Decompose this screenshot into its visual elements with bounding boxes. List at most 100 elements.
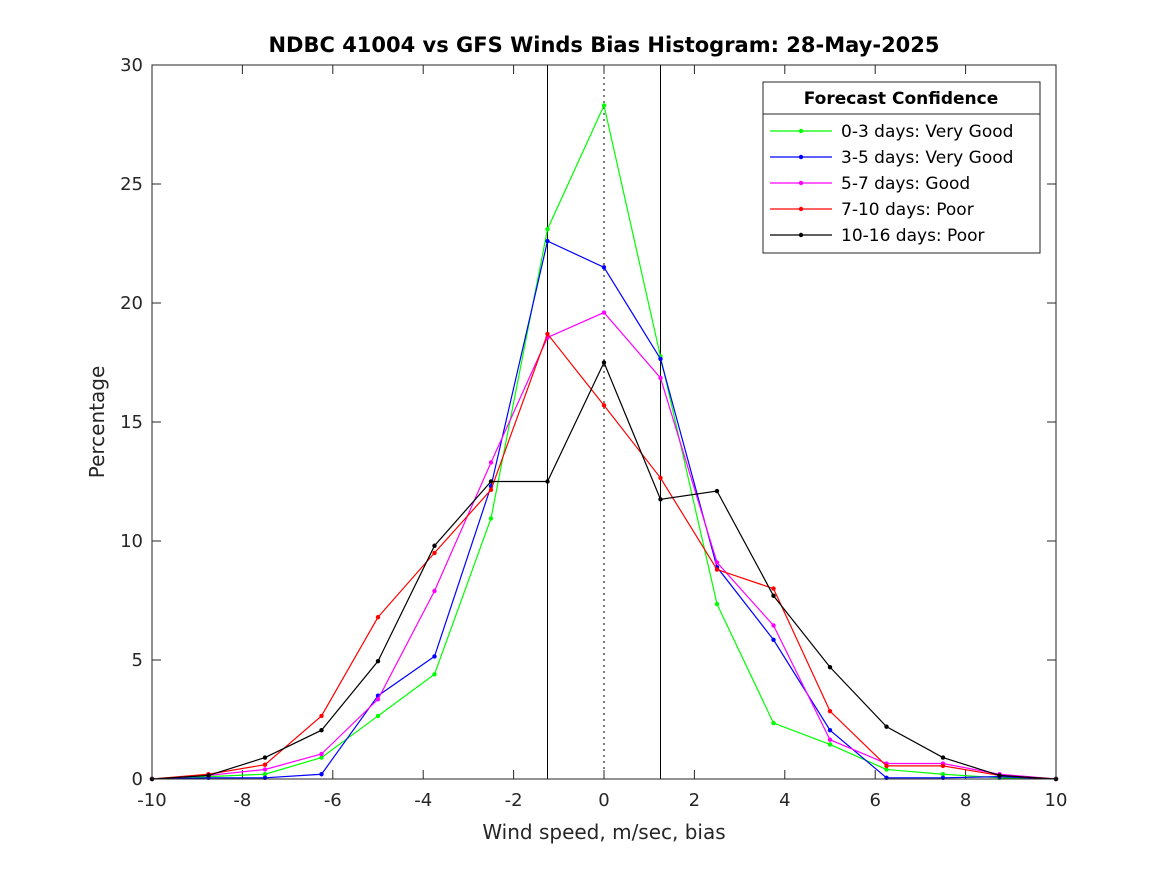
legend-swatch-marker — [798, 206, 804, 212]
legend-swatch-marker — [798, 154, 804, 160]
x-tick-label: -8 — [233, 790, 251, 811]
data-point — [319, 751, 324, 757]
legend-title: Forecast Confidence — [804, 89, 999, 109]
x-tick-label: -6 — [324, 790, 342, 811]
series-layer — [149, 103, 1059, 782]
data-point — [432, 588, 437, 594]
data-point — [827, 728, 833, 733]
data-point — [771, 593, 776, 598]
data-point — [375, 697, 381, 702]
data-point — [319, 772, 324, 777]
y-tick-label: 20 — [120, 293, 143, 314]
y-axis-label: Percentage — [85, 366, 109, 479]
data-point — [375, 658, 381, 664]
data-point — [997, 773, 1002, 778]
legend-label: 3-5 days: Very Good — [841, 148, 1013, 168]
legend-swatch-marker — [798, 128, 804, 134]
series-4 — [149, 360, 1059, 782]
series-3 — [149, 331, 1059, 782]
data-point — [545, 227, 550, 232]
x-tick-label: -4 — [414, 790, 432, 811]
x-tick-label: -10 — [137, 790, 166, 811]
legend-label: 0-3 days: Very Good — [841, 122, 1013, 142]
legend-item-4: 10-16 days: Poor — [770, 226, 985, 246]
data-point — [262, 755, 268, 760]
data-point — [375, 614, 381, 620]
data-point — [319, 755, 324, 760]
data-point — [827, 737, 833, 742]
y-tick-label: 0 — [132, 769, 143, 790]
y-tick-label: 30 — [120, 55, 143, 76]
legend-label: 7-10 days: Poor — [841, 200, 974, 220]
axis-ticks: -10 -8 -6 -4 -2 0 2 4 6 8 10 0 5 10 15 20 25 30 — [120, 55, 1067, 811]
data-point — [432, 654, 437, 659]
legend-item-3: 7-10 days: Poor — [770, 200, 974, 220]
data-point — [884, 767, 889, 772]
data-point — [658, 356, 663, 362]
data-point — [714, 560, 720, 565]
reference-lines — [547, 65, 661, 779]
data-point — [827, 708, 833, 714]
x-axis-label: Wind speed, m/sec, bias — [482, 820, 725, 844]
data-point — [319, 728, 324, 733]
data-point — [545, 331, 550, 337]
data-point — [432, 672, 437, 677]
x-tick-label: 0 — [598, 790, 609, 811]
data-point — [375, 713, 381, 719]
data-point — [601, 265, 607, 270]
data-point — [884, 763, 889, 769]
y-tick-label: 5 — [132, 650, 143, 671]
data-point — [432, 543, 437, 548]
data-point — [488, 460, 494, 465]
x-tick-label: 8 — [960, 790, 971, 811]
data-point — [601, 403, 607, 408]
data-point — [206, 773, 211, 778]
data-point — [714, 567, 720, 572]
data-point — [827, 742, 833, 747]
x-tick-label: 4 — [779, 790, 790, 811]
data-point — [545, 479, 550, 484]
data-point — [771, 720, 776, 726]
data-point — [601, 360, 607, 365]
data-point — [771, 623, 776, 628]
y-tick-label: 15 — [120, 412, 143, 433]
legend-swatch-marker — [798, 180, 804, 186]
data-point — [488, 516, 494, 521]
x-tick-label: 2 — [689, 790, 700, 811]
data-point — [262, 767, 268, 772]
legend-label: 5-7 days: Good — [841, 174, 970, 194]
data-point — [488, 487, 494, 493]
y-tick-label: 10 — [120, 531, 143, 552]
data-point — [714, 488, 720, 494]
data-point — [940, 755, 946, 760]
data-point — [658, 497, 663, 502]
series-2 — [149, 310, 1059, 782]
legend-item-1: 3-5 days: Very Good — [770, 148, 1013, 168]
x-tick-label: 6 — [869, 790, 880, 811]
data-point — [262, 762, 268, 767]
legend-items: 0-3 days: Very Good 3-5 days: Very Good 5-… — [770, 122, 1013, 246]
data-point — [319, 713, 324, 719]
data-point — [658, 375, 663, 381]
data-point — [601, 103, 607, 108]
data-point — [714, 601, 720, 607]
x-tick-label: -2 — [505, 790, 523, 811]
chart-title: NDBC 41004 vs GFS Winds Bias Histogram: … — [268, 33, 939, 57]
data-point — [488, 479, 494, 484]
plot-frame — [151, 64, 1057, 780]
data-point — [658, 475, 663, 481]
legend: Forecast Confidence 0-3 days: Very Good 3… — [762, 81, 1041, 254]
data-point — [940, 763, 946, 769]
data-point — [601, 310, 607, 315]
legend-box — [762, 81, 1041, 254]
data-point — [262, 772, 268, 777]
legend-label: 10-16 days: Poor — [841, 226, 985, 246]
legend-swatch-marker — [798, 232, 804, 238]
x-tick-label: 10 — [1045, 790, 1068, 811]
y-tick-label: 25 — [120, 174, 143, 195]
data-point — [827, 664, 833, 670]
data-point — [771, 586, 776, 591]
data-point — [771, 637, 776, 642]
